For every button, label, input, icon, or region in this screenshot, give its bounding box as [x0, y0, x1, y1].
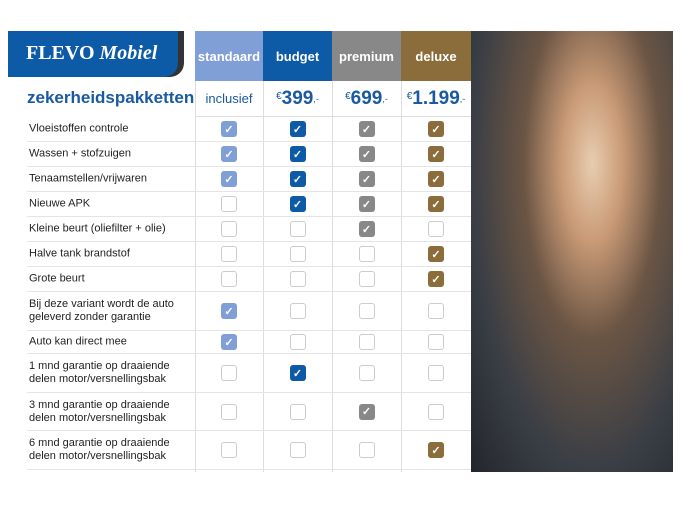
checked-checkbox-premium: ✓: [358, 196, 375, 212]
currency: €: [345, 91, 351, 102]
unchecked-checkbox-premium: [358, 271, 375, 287]
unchecked-checkbox-deluxe: [428, 303, 444, 319]
table-row: 6 mnd garantie op draaiende delen motor/…: [27, 431, 471, 470]
price-budget: €399 ,-: [263, 81, 332, 117]
logo-sub: Mobiel: [99, 42, 158, 64]
table-row: 1 mnd garantie op draaiende delen motor/…: [27, 354, 471, 393]
row-label: Wassen + stofzuigen: [29, 147, 132, 160]
column-divider: [401, 81, 402, 472]
table-row: Auto kan direct mee ✓: [27, 331, 471, 354]
checked-checkbox-premium: ✓: [358, 221, 375, 237]
column-header-standaard: standaard: [195, 31, 263, 81]
unchecked-checkbox-standaard: [221, 221, 237, 237]
unchecked-checkbox-budget: [289, 442, 306, 458]
row-label: Nieuwe APK: [29, 197, 91, 210]
table-row: Kleine beurt (oliefilter + olie) ✓: [27, 217, 471, 242]
row-label: Kleine beurt (oliefilter + olie): [29, 222, 166, 235]
unchecked-checkbox-deluxe: [428, 334, 444, 350]
checked-checkbox-deluxe: ✓: [428, 171, 444, 187]
checked-checkbox-budget: ✓: [289, 196, 306, 212]
price-suffix: ,-: [313, 93, 319, 104]
price-value: 399: [281, 87, 314, 109]
unchecked-checkbox-standaard: [221, 403, 237, 420]
unchecked-checkbox-premium: [358, 365, 375, 381]
unchecked-checkbox-standaard: [221, 365, 237, 381]
table-row: Wassen + stofzuigen ✓ ✓ ✓ ✓: [27, 142, 471, 167]
unchecked-checkbox-deluxe: [428, 403, 444, 420]
checked-checkbox-deluxe: ✓: [428, 146, 444, 162]
checked-checkbox-premium: ✓: [358, 171, 375, 187]
checked-checkbox-premium: ✓: [358, 403, 375, 420]
unchecked-checkbox-budget: [289, 334, 306, 350]
row-label: Bij deze variant wordt de auto geleverd …: [29, 298, 174, 323]
checked-checkbox-deluxe: ✓: [428, 442, 444, 458]
checked-checkbox-standaard: ✓: [221, 146, 237, 162]
checked-checkbox-premium: ✓: [358, 121, 375, 137]
checked-checkbox-deluxe: ✓: [428, 271, 444, 287]
table-row: Nieuwe APK ✓ ✓ ✓: [27, 192, 471, 217]
unchecked-checkbox-standaard: [221, 442, 237, 458]
unchecked-checkbox-standaard: [221, 246, 237, 262]
unchecked-checkbox-budget: [289, 221, 306, 237]
price-suffix: ,-: [382, 93, 388, 104]
unchecked-checkbox-standaard: [221, 271, 237, 287]
table-row: Tenaamstellen/vrijwaren ✓ ✓ ✓ ✓: [27, 167, 471, 192]
currency: €: [406, 91, 413, 102]
checked-checkbox-budget: ✓: [289, 365, 306, 381]
unchecked-checkbox-deluxe: [428, 365, 444, 381]
column-divider: [195, 81, 196, 472]
price-value: 699: [350, 87, 383, 109]
row-label: Auto kan direct mee: [29, 335, 127, 348]
logo-brand: FLEVO: [26, 42, 95, 64]
checked-checkbox-standaard: ✓: [221, 171, 237, 187]
unchecked-checkbox-premium: [358, 442, 375, 458]
table-row: 3 mnd garantie op draaiende delen motor/…: [27, 393, 471, 431]
unchecked-checkbox-budget: [289, 246, 306, 262]
column-header-premium: premium: [332, 31, 401, 81]
column-divider: [332, 81, 333, 472]
unchecked-checkbox-budget: [289, 271, 306, 287]
row-label: Tenaamstellen/vrijwaren: [29, 172, 147, 185]
row-label: 6 mnd garantie op draaiende delen motor/…: [29, 437, 170, 462]
column-divider: [263, 81, 264, 472]
unchecked-checkbox-premium: [358, 303, 375, 319]
flevo-mobiel-logo: FLEVO Mobiel: [8, 31, 178, 77]
checked-checkbox-budget: ✓: [289, 121, 306, 137]
checked-checkbox-budget: ✓: [289, 146, 306, 162]
row-label: Vloeistoffen controle: [29, 122, 129, 135]
price-deluxe: €1.199 ,-: [401, 81, 471, 117]
price-standaard: inclusief: [195, 81, 263, 117]
checked-checkbox-deluxe: ✓: [428, 196, 444, 212]
checked-checkbox-deluxe: ✓: [428, 121, 444, 137]
price-value: 1.199: [412, 87, 460, 109]
page-title: zekerheidspakketten: [27, 88, 195, 107]
unchecked-checkbox-budget: [289, 403, 306, 420]
unchecked-checkbox-budget: [289, 303, 306, 319]
unchecked-checkbox-standaard: [221, 196, 237, 212]
row-label: Halve tank brandstof: [29, 247, 130, 260]
checked-checkbox-budget: ✓: [289, 171, 306, 187]
column-header-deluxe: deluxe: [401, 31, 471, 81]
checked-checkbox-premium: ✓: [358, 146, 375, 162]
checked-checkbox-standaard: ✓: [221, 334, 237, 350]
checked-checkbox-standaard: ✓: [221, 303, 237, 319]
couple-in-car-photo: [471, 31, 673, 472]
currency: €: [276, 91, 282, 102]
unchecked-checkbox-premium: [358, 334, 375, 350]
column-header-budget: budget: [263, 31, 332, 81]
price-suffix: ,-: [459, 93, 466, 104]
checked-checkbox-standaard: ✓: [221, 121, 237, 137]
table-row: Bij deze variant wordt de auto geleverd …: [27, 292, 471, 331]
table-row: Grote beurt ✓: [27, 267, 471, 292]
row-label: 1 mnd garantie op draaiende delen motor/…: [29, 360, 170, 385]
row-label: 3 mnd garantie op draaiende delen motor/…: [29, 398, 170, 424]
table-row: Halve tank brandstof ✓: [27, 242, 471, 267]
unchecked-checkbox-premium: [358, 246, 375, 262]
row-label: Grote beurt: [29, 272, 85, 285]
unchecked-checkbox-deluxe: [428, 221, 444, 237]
checked-checkbox-deluxe: ✓: [428, 246, 444, 262]
table-row: Vloeistoffen controle ✓ ✓ ✓ ✓: [27, 117, 471, 142]
price-premium: €699 ,-: [332, 81, 401, 117]
